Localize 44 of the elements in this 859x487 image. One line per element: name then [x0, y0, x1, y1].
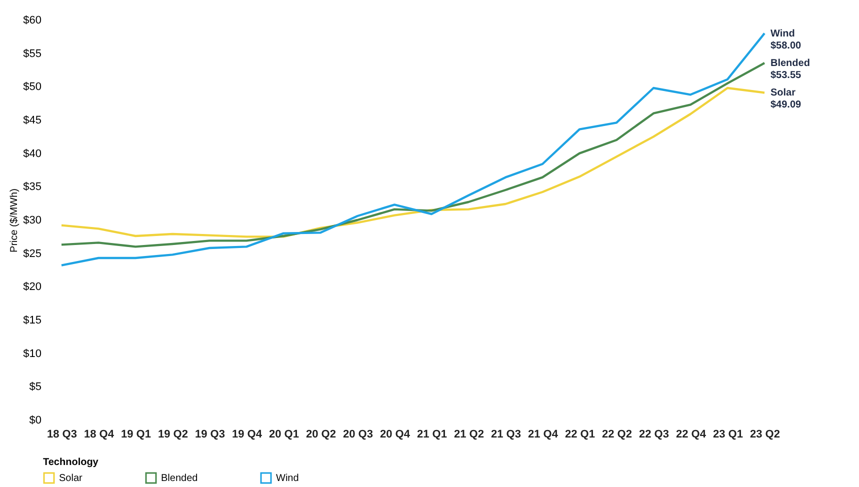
legend-label: Solar — [59, 473, 84, 484]
x-tick-label: 20 Q4 — [380, 428, 411, 440]
line-series — [60, 62, 766, 248]
x-tick-label: 19 Q2 — [158, 428, 188, 440]
x-tick-label: 18 Q4 — [84, 428, 115, 440]
x-tick-label: 19 Q1 — [121, 428, 151, 440]
y-axis-title: Price ($/MWh) — [9, 188, 20, 252]
y-tick-label: $55 — [23, 48, 42, 60]
y-tick-label: $60 — [23, 14, 42, 26]
x-tick-label: 22 Q1 — [565, 428, 595, 440]
x-tick-label: 20 Q2 — [306, 428, 336, 440]
x-tick-label: 22 Q2 — [602, 428, 632, 440]
x-tick-label: 18 Q3 — [47, 428, 77, 440]
y-tick-label: $30 — [23, 214, 42, 226]
x-tick-label: 21 Q2 — [454, 428, 484, 440]
legend-label: Blended — [161, 473, 198, 484]
annotation: Solar $49.09 — [770, 88, 802, 111]
y-tick-label: $40 — [23, 148, 42, 160]
y-tick-label: $35 — [23, 181, 42, 194]
x-tick-label: 23 Q2 — [750, 428, 780, 440]
y-tick-label: $0 — [29, 414, 42, 426]
x-tick-label: 21 Q3 — [491, 428, 521, 440]
y-tick-label: $15 — [23, 314, 42, 326]
y-tick-label: $20 — [23, 281, 42, 294]
line-series — [60, 32, 766, 266]
annotation: Blended $53.55 — [770, 58, 810, 81]
annotation: Wind $58.00 — [770, 28, 802, 52]
x-tick-label: 22 Q3 — [639, 428, 669, 440]
x-tick-label: 19 Q4 — [232, 428, 263, 440]
y-tick-label: $45 — [23, 114, 42, 126]
x-tick-label: 20 Q3 — [343, 428, 373, 440]
x-tick-label: 21 Q1 — [417, 428, 447, 440]
y-tick-label: $25 — [23, 248, 42, 260]
y-tick-label: $10 — [23, 348, 42, 360]
x-tick-label: 21 Q4 — [528, 428, 559, 440]
x-tick-label: 23 Q1 — [713, 428, 743, 440]
x-tick-label: 22 Q4 — [676, 428, 707, 440]
line-series — [60, 86, 766, 238]
legend-title: Technology — [43, 457, 99, 468]
x-tick-label: 19 Q3 — [195, 428, 225, 440]
y-tick-label: $50 — [23, 81, 42, 94]
y-tick-label: $5 — [29, 381, 42, 394]
legend-label: Wind — [276, 473, 299, 484]
x-tick-label: 20 Q1 — [269, 428, 299, 440]
